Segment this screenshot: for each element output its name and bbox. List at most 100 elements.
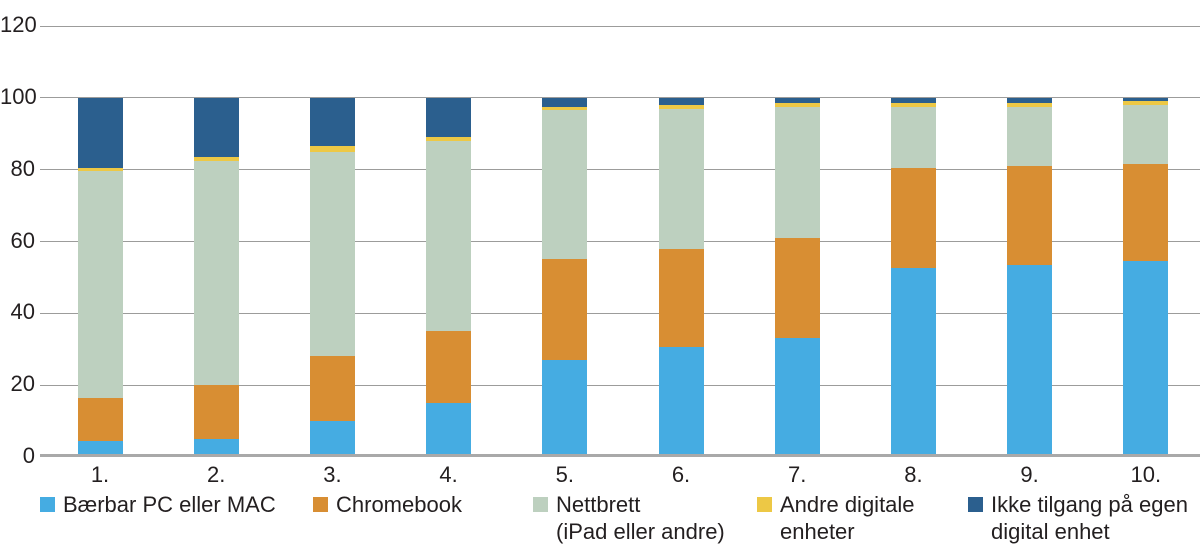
bar-4-segment-4 (426, 97, 472, 138)
bar-2-segment-4 (193, 97, 239, 158)
bar-6 (658, 97, 704, 457)
bar-3-segment-1 (309, 356, 355, 422)
bar-6-segment-3 (658, 105, 704, 109)
bar-6-segment-2 (658, 108, 704, 249)
bar-3-segment-3 (309, 146, 355, 152)
bar-6-segment-0 (658, 347, 704, 457)
x-axis-line (40, 454, 1200, 457)
bar-3-segment-4 (309, 97, 355, 147)
bar-2 (193, 97, 239, 457)
bar-10-segment-0 (1123, 261, 1169, 457)
bar-8-segment-1 (890, 167, 936, 269)
legend-swatch-icon (968, 497, 983, 512)
bar-8-segment-4 (890, 97, 936, 104)
legend-item-nettbrett-ipad-eller-andre-: Nettbrett (iPad eller andre) (533, 491, 725, 545)
bar-9-segment-4 (1007, 97, 1053, 104)
bar-7-segment-4 (774, 97, 820, 104)
bar-1-segment-4 (77, 97, 123, 168)
bar-9-segment-3 (1007, 103, 1053, 107)
bar-7-segment-1 (774, 237, 820, 339)
y-tick-label: 60 (10, 227, 35, 253)
bar-1-segment-1 (77, 397, 123, 441)
plot-area (40, 25, 1200, 457)
bar-4-segment-2 (426, 140, 472, 332)
bar-8 (890, 97, 936, 457)
legend-label-line: Ikke tilgang på egen (991, 492, 1188, 517)
legend-item-chromebook: Chromebook (313, 491, 462, 518)
bar-10-segment-2 (1123, 105, 1169, 165)
bar-5-segment-1 (542, 259, 588, 361)
bar-4 (426, 97, 472, 457)
bar-5-segment-2 (542, 110, 588, 260)
gridline-60 (40, 241, 1200, 242)
bar-5-segment-0 (542, 360, 588, 457)
legend-item-bærbar-pc-eller-mac: Bærbar PC eller MAC (40, 491, 276, 518)
legend-item-andre-digitale-enheter: Andre digitale enheter (757, 491, 915, 545)
legend-swatch-icon (757, 497, 772, 512)
bar-10-segment-3 (1123, 101, 1169, 106)
gridline-120 (40, 25, 1200, 27)
bar-6-segment-1 (658, 248, 704, 348)
bar-9-segment-2 (1007, 106, 1053, 167)
bar-1-segment-0 (77, 440, 123, 457)
x-tick-label: 10. (1130, 462, 1162, 487)
bar-10-segment-1 (1123, 164, 1169, 262)
bar-1-segment-3 (77, 167, 123, 172)
bar-8-segment-3 (890, 103, 936, 107)
legend-label-line: Nettbrett (556, 492, 641, 517)
x-tick-label: 5. (555, 462, 574, 487)
bar-4-segment-0 (426, 403, 472, 457)
bar-10-segment-4 (1123, 97, 1169, 102)
bar-6-segment-4 (658, 97, 704, 106)
y-tick-label: 100 (0, 83, 37, 109)
bar-9-segment-0 (1007, 264, 1053, 457)
bar-9 (1007, 97, 1053, 457)
bar-3-segment-0 (309, 421, 355, 457)
bar-2-segment-2 (193, 160, 239, 386)
bar-2-segment-0 (193, 439, 239, 457)
gridline-80 (40, 169, 1200, 171)
legend-label-line: digital enhet (991, 519, 1110, 544)
y-tick-label: 80 (10, 155, 35, 181)
legend-label: Nettbrett (iPad eller andre) (556, 491, 725, 545)
bar-7-segment-3 (774, 103, 820, 107)
gridline-20 (40, 384, 1200, 386)
gridline-40 (40, 312, 1200, 314)
x-tick-label: 1. (90, 462, 110, 487)
bar-8-segment-0 (890, 268, 936, 457)
x-tick-label: 7. (788, 462, 807, 487)
bar-10 (1123, 97, 1169, 457)
x-tick-label: 6. (671, 462, 691, 487)
legend-label-line: (iPad eller andre) (556, 519, 725, 544)
legend-label: Bærbar PC eller MAC (63, 491, 276, 518)
bar-5 (542, 97, 588, 457)
x-tick-label: 9. (1020, 462, 1039, 487)
y-tick-label: 20 (10, 371, 35, 397)
y-tick-label: 40 (10, 299, 35, 325)
bar-3-segment-2 (309, 151, 355, 357)
x-tick-label: 2. (207, 462, 226, 487)
gridline-100 (40, 97, 1200, 99)
bar-4-segment-1 (426, 331, 472, 404)
legend-item-ikke-tilgang-på-egen-digital-enhet: Ikke tilgang på egen digital enhet (968, 491, 1188, 545)
bar-2-segment-3 (193, 157, 239, 161)
x-tick-label: 8. (904, 462, 923, 487)
legend-label-line: Andre digitale (780, 492, 915, 517)
y-tick-label: 120 (0, 12, 37, 37)
bar-7-segment-0 (774, 338, 820, 457)
legend-label: Ikke tilgang på egen digital enhet (991, 491, 1188, 545)
legend-label-line: Chromebook (336, 492, 462, 517)
legend-swatch-icon (40, 497, 55, 512)
bar-7-segment-2 (774, 106, 820, 238)
bar-9-segment-1 (1007, 166, 1053, 265)
x-tick-label: 3. (323, 462, 342, 487)
bar-1-segment-2 (77, 171, 123, 398)
bar-3 (309, 97, 355, 457)
bar-8-segment-2 (890, 106, 936, 168)
bar-1 (77, 97, 123, 457)
legend-label-line: enheter (780, 519, 855, 544)
legend-swatch-icon (313, 497, 328, 512)
bar-2-segment-1 (193, 385, 239, 440)
x-tick-label: 4. (439, 462, 458, 487)
